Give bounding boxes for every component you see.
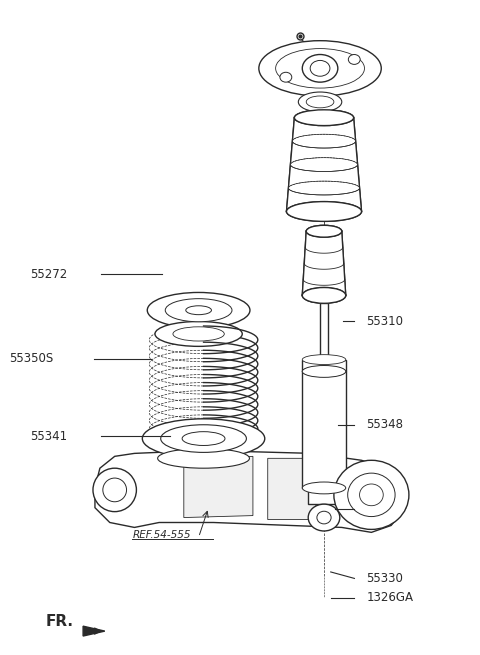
Ellipse shape [302,482,346,494]
Ellipse shape [143,419,265,458]
Ellipse shape [157,449,250,468]
Ellipse shape [103,478,127,502]
Bar [320,303,328,360]
Text: 55330: 55330 [366,572,403,585]
Ellipse shape [334,460,409,529]
Ellipse shape [294,110,354,126]
Ellipse shape [259,41,381,96]
Ellipse shape [287,202,361,221]
Text: 55310: 55310 [366,314,403,328]
Text: 55348: 55348 [366,418,403,431]
Bar [308,486,340,504]
Ellipse shape [317,512,331,524]
Text: FR.: FR. [46,614,73,629]
Ellipse shape [302,54,338,82]
Polygon shape [268,458,317,519]
Ellipse shape [360,484,383,506]
Ellipse shape [155,322,242,346]
Ellipse shape [276,48,364,88]
Text: 55272: 55272 [30,268,68,281]
Ellipse shape [308,504,340,531]
Polygon shape [287,118,361,212]
Text: 1326GA: 1326GA [366,591,413,605]
Ellipse shape [306,96,334,108]
Ellipse shape [294,110,354,126]
Ellipse shape [186,306,212,314]
Ellipse shape [165,299,232,322]
Polygon shape [184,457,253,517]
Text: REF.54-555: REF.54-555 [132,531,191,540]
Ellipse shape [290,158,358,172]
Ellipse shape [287,202,361,221]
Bar [302,360,346,371]
Ellipse shape [348,54,360,64]
Ellipse shape [310,60,330,76]
Ellipse shape [93,468,136,512]
Polygon shape [83,626,105,636]
Ellipse shape [173,327,224,341]
Ellipse shape [280,72,292,82]
Polygon shape [95,451,406,533]
Ellipse shape [292,134,356,148]
Ellipse shape [302,365,346,377]
Text: 55350S: 55350S [9,352,53,365]
Ellipse shape [348,473,395,517]
Ellipse shape [306,225,342,237]
Ellipse shape [302,288,346,303]
Ellipse shape [302,367,346,377]
Ellipse shape [182,432,225,445]
Ellipse shape [306,225,342,237]
Ellipse shape [147,292,250,328]
Bar [302,371,346,488]
Text: 55341: 55341 [31,430,68,443]
Text: 55347: 55347 [366,502,403,515]
Ellipse shape [302,354,346,365]
Ellipse shape [161,424,246,453]
Ellipse shape [288,181,360,195]
Polygon shape [302,231,346,295]
Ellipse shape [302,288,346,303]
Ellipse shape [299,92,342,112]
